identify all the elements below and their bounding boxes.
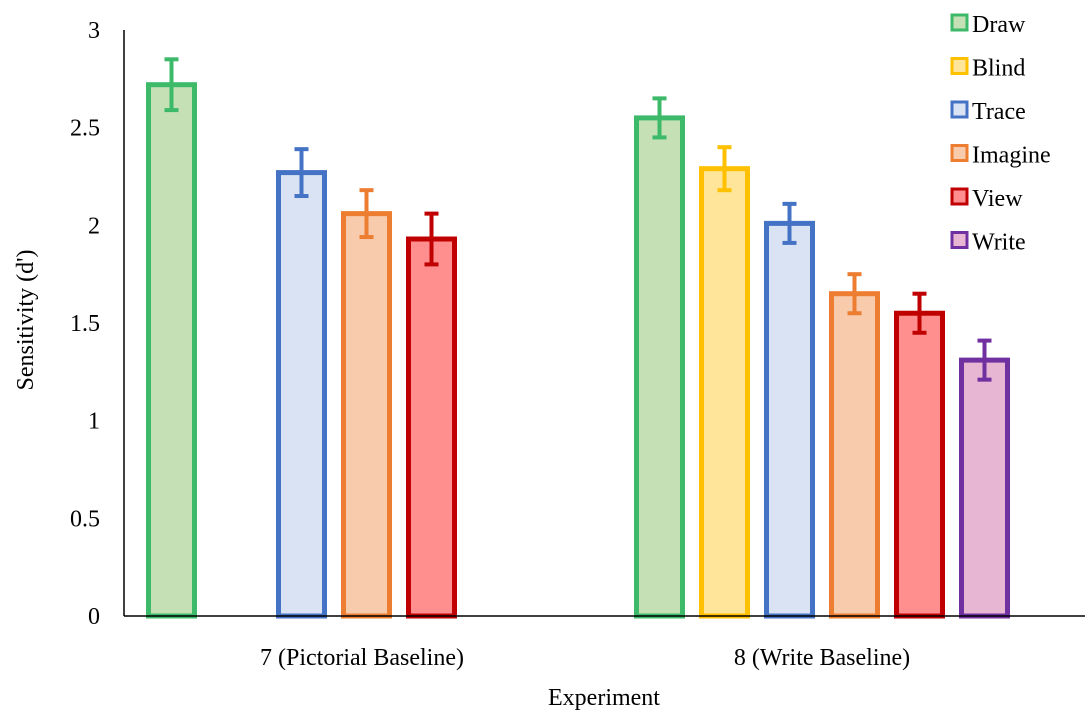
legend: Draw Blind Trace Imagine View Write [950,12,1051,256]
x-tick-label: 7 (Pictorial Baseline) [260,645,464,671]
y-tick-label: 1.5 [70,311,100,337]
x-tick-label: 8 (Write Baseline) [734,645,910,671]
legend-swatch [950,231,969,249]
x-axis-title: Experiment [548,685,660,711]
legend-swatch [950,144,969,162]
legend-swatch [950,57,969,75]
error-bar-trace-2 [782,201,797,245]
legend-label: Blind [972,56,1025,82]
error-bar-view-1 [424,211,439,267]
error-bar-trace-1 [294,147,309,199]
error-bar-imagine-2 [847,272,862,316]
legend-label: Draw [972,12,1026,38]
legend-item-imagine: Imagine [950,143,1051,169]
y-tick-label: 2 [88,213,100,239]
legend-item-blind: Blind [950,56,1025,82]
legend-swatch [950,13,969,32]
y-axis-title: Sensitivity (d') [13,250,39,391]
error-bar-blind-2 [717,145,732,193]
bar-view-2 [894,310,945,619]
y-tick-labels: 0 0.5 1 1.5 2 2.5 3 [70,18,100,630]
bar-view-1 [406,236,457,619]
y-tick-label: 0 [88,604,100,630]
error-bar-draw-1 [164,57,179,113]
legend-swatch [950,100,969,119]
axes-layer [123,30,1085,617]
bars-layer [146,82,1010,619]
error-bar-view-2 [912,291,927,335]
legend-item-trace: Trace [950,99,1026,125]
bar-trace-2 [764,220,815,619]
legend-item-write: Write [950,230,1026,256]
y-tick-label: 3 [88,18,100,44]
bar-write-2 [959,357,1010,619]
legend-item-draw: Draw [950,12,1026,38]
legend-label: Write [972,230,1026,256]
error-bar-draw-2 [652,96,667,140]
y-tick-label: 0.5 [70,506,100,532]
legend-item-view: View [950,186,1023,212]
y-tick-label: 1 [88,409,100,435]
error-bar-imagine-1 [359,188,374,240]
error-bar-write-2 [977,338,992,382]
legend-label: View [972,186,1023,212]
bar-imagine-1 [341,211,392,619]
legend-label: Trace [972,99,1026,125]
x-tick-labels: 7 (Pictorial Baseline) 8 (Write Baseline) [260,645,910,671]
legend-label: Imagine [972,143,1051,169]
bar-blind-2 [699,166,750,619]
error-bars-layer [164,57,992,382]
legend-swatch [950,187,969,206]
bar-draw-1 [146,82,197,619]
bar-trace-1 [276,170,327,619]
bar-draw-2 [634,115,685,619]
y-tick-label: 2.5 [70,116,100,142]
bar-imagine-2 [829,291,880,619]
